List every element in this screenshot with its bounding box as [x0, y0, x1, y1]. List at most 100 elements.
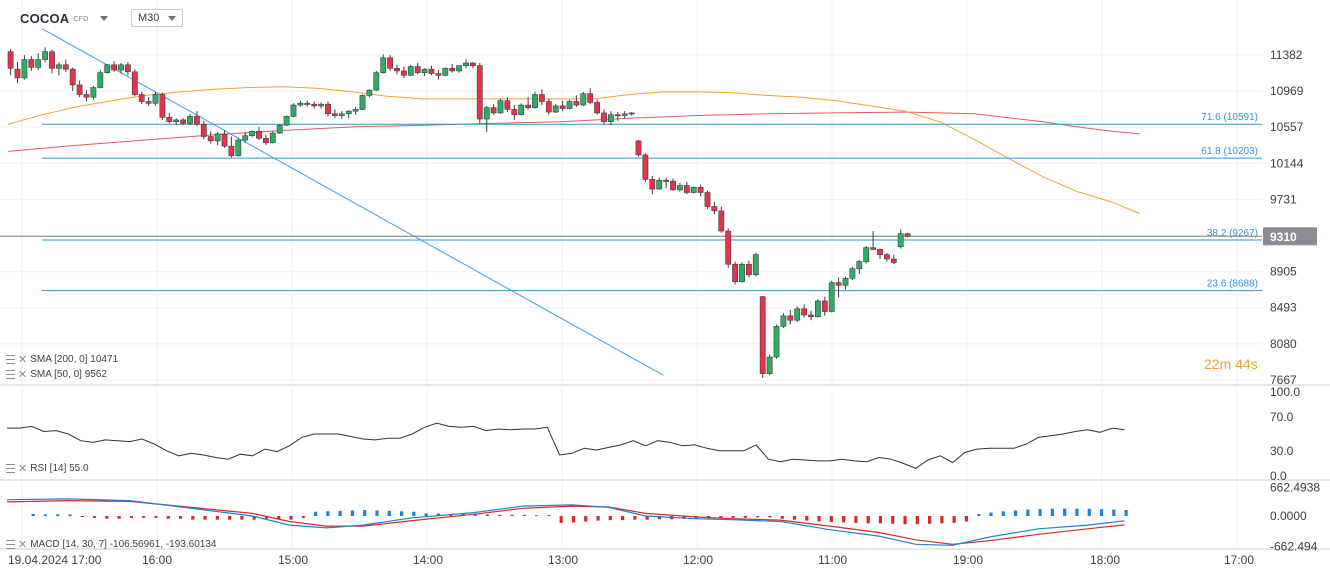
- candle-body: [656, 179, 663, 190]
- candle-body: [525, 104, 531, 108]
- candle-body: [559, 105, 566, 109]
- candle-body: [159, 94, 166, 118]
- macd-signal-line: [6, 499, 1125, 545]
- symbol-selector[interactable]: COCOA CFD: [20, 9, 109, 27]
- candle-body: [249, 130, 255, 136]
- candle-body: [476, 65, 483, 120]
- timeframe-selector[interactable]: M30: [131, 9, 184, 27]
- macd-histogram-bar: [240, 516, 244, 520]
- candle-body: [787, 315, 794, 321]
- macd-histogram-bar: [498, 514, 502, 516]
- candle-body: [635, 140, 642, 156]
- candle-body: [890, 258, 897, 263]
- candle-body: [670, 180, 676, 191]
- candle-body: [773, 326, 780, 358]
- candle-body: [235, 139, 242, 157]
- candle-body: [366, 89, 373, 96]
- candle-body: [587, 93, 594, 103]
- candle-body: [187, 116, 193, 124]
- candle-body: [83, 94, 90, 98]
- candle-body: [138, 94, 145, 102]
- macd-histogram-bar: [43, 514, 48, 516]
- macd-histogram-bar: [608, 516, 612, 521]
- close-icon[interactable]: ✕: [18, 353, 28, 366]
- candle-body: [463, 62, 469, 66]
- macd-histogram-bar: [903, 516, 907, 525]
- sma200-line: [7, 111, 1140, 152]
- macd-histogram-bar: [166, 516, 170, 519]
- time-axis-tick: 13:00: [548, 553, 578, 567]
- time-axis-tick: 12:00: [683, 553, 713, 567]
- instrument-type: CFD: [73, 16, 89, 23]
- rsi-axis-tick: 70.0: [1270, 410, 1294, 424]
- candle-body: [414, 66, 421, 73]
- close-icon[interactable]: ✕: [18, 462, 28, 475]
- candle-body: [532, 94, 538, 108]
- macd-histogram-bar: [510, 514, 514, 516]
- candle-body: [435, 73, 442, 76]
- sma200-legend: ✕ SMA [200, 0] 10471: [6, 354, 118, 365]
- macd-histogram-bar: [842, 516, 846, 523]
- macd-histogram-bar: [964, 516, 969, 522]
- candle-body: [552, 105, 559, 113]
- macd-histogram-bar: [657, 516, 662, 520]
- candle-body: [428, 68, 435, 74]
- macd-histogram-bar: [436, 513, 440, 516]
- candle-body: [118, 64, 124, 71]
- chevron-down-icon: [168, 15, 177, 21]
- candle-body: [14, 68, 21, 79]
- macd-histogram-bar: [252, 516, 256, 520]
- rsi-axis-tick: 0.0: [1270, 469, 1287, 483]
- price-axis-tick: 8905: [1270, 265, 1297, 279]
- macd-histogram-bar: [571, 516, 576, 523]
- settings-lines-icon[interactable]: [6, 540, 15, 549]
- candle-body: [580, 93, 587, 106]
- candle-body: [145, 101, 152, 104]
- macd-histogram-bar: [289, 516, 293, 520]
- candle-body: [766, 356, 773, 374]
- macd-histogram-bar: [31, 513, 35, 516]
- symbol-name: COCOA: [20, 10, 70, 26]
- candle-body: [304, 102, 311, 105]
- settings-lines-icon[interactable]: [6, 464, 15, 473]
- candle-body: [842, 277, 849, 286]
- macd-histogram-bar: [228, 516, 232, 520]
- candle-body: [711, 206, 718, 212]
- macd-histogram-bar: [277, 516, 281, 520]
- macd-axis-tick: 0.0000: [1270, 509, 1307, 523]
- settings-lines-icon[interactable]: [6, 370, 15, 379]
- macd-histogram-bar: [142, 516, 146, 518]
- candle-body: [518, 104, 525, 115]
- macd-histogram-bar: [940, 516, 944, 524]
- macd-histogram-bar: [682, 516, 686, 519]
- candle-body: [28, 59, 35, 68]
- macd-histogram-bar: [412, 511, 416, 516]
- macd-histogram-bar: [301, 516, 305, 518]
- time-axis-tick: 19:00: [953, 553, 983, 567]
- candle-body: [877, 249, 883, 255]
- macd-histogram-bar: [387, 510, 391, 516]
- candle-body: [242, 135, 249, 141]
- macd-histogram-bar: [314, 511, 318, 516]
- candle-body: [104, 64, 111, 73]
- macd-histogram-bar: [1112, 509, 1116, 516]
- macd-histogram-bar: [68, 514, 72, 516]
- close-icon[interactable]: ✕: [18, 538, 28, 551]
- candle-body: [483, 107, 490, 120]
- macd-histogram-bar: [485, 514, 490, 516]
- candle-body: [573, 101, 580, 106]
- candle-body: [283, 116, 290, 126]
- close-icon[interactable]: ✕: [18, 368, 28, 381]
- macd-histogram-bar: [584, 516, 588, 522]
- candle-body: [290, 104, 297, 117]
- macd-histogram-bar: [1124, 510, 1128, 516]
- candle-body: [490, 107, 497, 114]
- candle-body: [311, 103, 318, 107]
- candle-body: [566, 101, 573, 109]
- macd-histogram-bar: [424, 513, 428, 516]
- settings-lines-icon[interactable]: [6, 355, 15, 364]
- fib-level-label: 61.8 (10203): [1201, 146, 1258, 157]
- candle-body: [814, 300, 821, 318]
- macd-histogram-bar: [891, 516, 895, 524]
